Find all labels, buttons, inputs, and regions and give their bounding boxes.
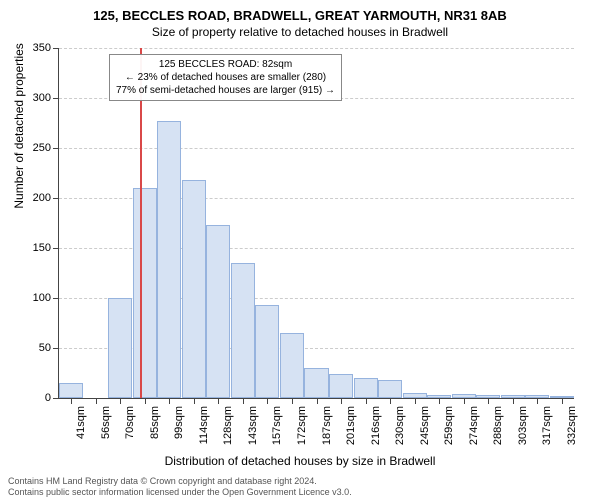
x-tick bbox=[366, 398, 367, 404]
bar bbox=[280, 333, 304, 398]
x-tick bbox=[415, 398, 416, 404]
bar bbox=[231, 263, 255, 398]
x-tick bbox=[390, 398, 391, 404]
bar bbox=[354, 378, 378, 398]
y-tick-label: 300 bbox=[33, 92, 51, 104]
x-tick-label: 288sqm bbox=[492, 406, 504, 445]
bar bbox=[206, 225, 230, 398]
bar bbox=[304, 368, 328, 398]
x-tick-label: 157sqm bbox=[271, 406, 283, 445]
y-tick bbox=[53, 148, 59, 149]
x-tick bbox=[317, 398, 318, 404]
footer-line: Contains HM Land Registry data © Crown c… bbox=[8, 476, 352, 487]
grid-line bbox=[59, 48, 574, 49]
x-tick-label: 201sqm bbox=[345, 406, 357, 445]
x-tick bbox=[267, 398, 268, 404]
x-tick-label: 303sqm bbox=[517, 406, 529, 445]
x-tick-label: 317sqm bbox=[541, 406, 553, 445]
x-tick bbox=[145, 398, 146, 404]
x-tick bbox=[464, 398, 465, 404]
annotation-line: 77% of semi-detached houses are larger (… bbox=[116, 84, 335, 97]
x-tick-label: 172sqm bbox=[296, 406, 308, 445]
x-tick bbox=[96, 398, 97, 404]
y-tick-label: 100 bbox=[33, 292, 51, 304]
y-axis-title: Number of detached properties bbox=[12, 43, 26, 208]
x-tick-label: 143sqm bbox=[247, 406, 259, 445]
x-tick bbox=[194, 398, 195, 404]
x-tick bbox=[537, 398, 538, 404]
y-tick bbox=[53, 48, 59, 49]
bar bbox=[133, 188, 157, 398]
x-tick-label: 128sqm bbox=[222, 406, 234, 445]
x-tick-label: 70sqm bbox=[124, 406, 136, 439]
annotation-line: 125 BECCLES ROAD: 82sqm bbox=[116, 58, 335, 71]
x-tick bbox=[513, 398, 514, 404]
x-tick-label: 114sqm bbox=[198, 406, 210, 444]
x-tick-label: 85sqm bbox=[149, 406, 161, 439]
x-tick-label: 332sqm bbox=[566, 406, 578, 445]
bar bbox=[255, 305, 279, 398]
bar bbox=[108, 298, 132, 398]
y-tick bbox=[53, 198, 59, 199]
y-tick-label: 250 bbox=[33, 142, 51, 154]
x-tick bbox=[341, 398, 342, 404]
bar bbox=[157, 121, 181, 398]
x-tick-label: 41sqm bbox=[75, 406, 87, 439]
x-axis-title: Distribution of detached houses by size … bbox=[0, 454, 600, 468]
x-tick bbox=[488, 398, 489, 404]
x-tick bbox=[562, 398, 563, 404]
x-tick bbox=[169, 398, 170, 404]
x-tick bbox=[120, 398, 121, 404]
x-tick bbox=[243, 398, 244, 404]
y-tick-label: 0 bbox=[45, 392, 51, 404]
bar bbox=[329, 374, 353, 398]
x-tick bbox=[292, 398, 293, 404]
x-tick-label: 274sqm bbox=[468, 406, 480, 445]
y-tick-label: 350 bbox=[33, 42, 51, 54]
y-tick bbox=[53, 98, 59, 99]
bar bbox=[182, 180, 206, 398]
x-tick-label: 99sqm bbox=[173, 406, 185, 439]
x-tick-label: 216sqm bbox=[370, 406, 382, 445]
y-tick-label: 50 bbox=[39, 342, 51, 354]
y-tick bbox=[53, 348, 59, 349]
grid-line bbox=[59, 148, 574, 149]
footer: Contains HM Land Registry data © Crown c… bbox=[8, 476, 352, 498]
annotation-box: 125 BECCLES ROAD: 82sqm ← 23% of detache… bbox=[109, 54, 342, 101]
chart-title: 125, BECCLES ROAD, BRADWELL, GREAT YARMO… bbox=[0, 0, 600, 23]
x-tick bbox=[439, 398, 440, 404]
x-tick-label: 56sqm bbox=[100, 406, 112, 439]
chart-subtitle: Size of property relative to detached ho… bbox=[0, 23, 600, 39]
x-tick-label: 230sqm bbox=[394, 406, 406, 445]
x-tick bbox=[71, 398, 72, 404]
y-tick-label: 200 bbox=[33, 192, 51, 204]
footer-line: Contains public sector information licen… bbox=[8, 487, 352, 498]
plot-area: 05010015020025030035041sqm56sqm70sqm85sq… bbox=[58, 48, 574, 399]
bar bbox=[378, 380, 402, 398]
x-tick-label: 245sqm bbox=[419, 406, 431, 445]
chart-container: 125, BECCLES ROAD, BRADWELL, GREAT YARMO… bbox=[0, 0, 600, 500]
bar bbox=[59, 383, 83, 398]
x-tick bbox=[218, 398, 219, 404]
y-tick-label: 150 bbox=[33, 242, 51, 254]
annotation-line: ← 23% of detached houses are smaller (28… bbox=[116, 71, 335, 84]
y-tick bbox=[53, 248, 59, 249]
x-tick-label: 187sqm bbox=[321, 406, 333, 445]
x-tick-label: 259sqm bbox=[443, 406, 455, 445]
y-tick bbox=[53, 298, 59, 299]
y-tick bbox=[53, 398, 59, 399]
